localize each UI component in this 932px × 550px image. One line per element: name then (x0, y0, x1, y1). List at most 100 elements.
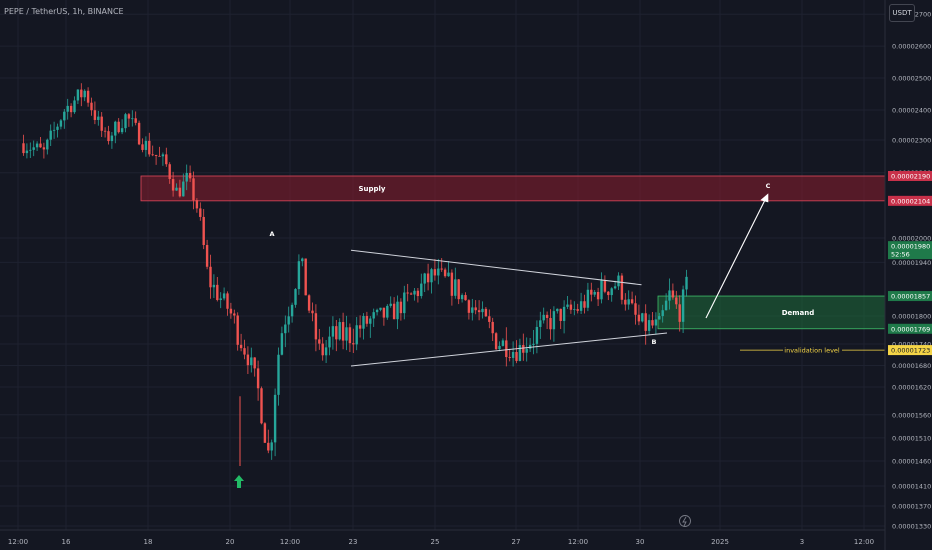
candle-body (386, 305, 389, 318)
candle-body (511, 352, 515, 358)
candle-body (324, 347, 328, 356)
candle-body (627, 299, 630, 305)
time-tick-label: 12:00 (8, 538, 28, 546)
candle-body (443, 269, 447, 277)
supply-zone (140, 175, 886, 202)
time-tick-label: 20 (226, 538, 235, 546)
candle-body (413, 290, 416, 295)
candle-body (484, 308, 488, 317)
price-tick-label: 0.00001510 (892, 434, 931, 442)
candle-body (505, 340, 508, 358)
price-tick-label: 0.00002000 (892, 235, 931, 243)
candle-body (535, 326, 539, 344)
price-tick-label: 0.00001370 (892, 503, 931, 511)
candle-body (624, 299, 627, 305)
candle-body (460, 295, 464, 300)
candle-body (525, 348, 528, 353)
candle-body (171, 178, 175, 191)
candle-body (464, 295, 467, 301)
candle-body (195, 200, 199, 209)
projection-arrow-head (760, 193, 769, 203)
candle-body (290, 304, 294, 317)
candle-body (32, 147, 35, 150)
price-tick-label: 0.00001460 (892, 458, 931, 466)
candle-body (29, 149, 32, 151)
triangle-lower-line (350, 332, 668, 367)
time-tick-label: 12:00 (854, 538, 874, 546)
price-label-supply-top (888, 171, 932, 181)
price-label-invalidation-text: 0.00001723 (891, 347, 930, 355)
candle-body (607, 291, 610, 296)
candle-body (134, 118, 137, 123)
price-label-demand-bottom (888, 323, 932, 334)
price-tick-label: 0.00002400 (892, 107, 931, 115)
candle-body (66, 105, 69, 112)
candle-body (403, 292, 406, 314)
candle-body (664, 300, 668, 311)
candle-body (256, 368, 260, 389)
time-tick-label: 27 (512, 538, 521, 546)
candle-body (440, 268, 443, 270)
candle-body (596, 291, 600, 300)
candle-body (239, 344, 243, 349)
candle-body (671, 290, 675, 298)
candle-body (396, 301, 399, 320)
candle-body (522, 345, 525, 353)
candle-body (600, 280, 603, 300)
time-tick-label: 12:00 (280, 538, 300, 546)
candle-body (100, 116, 103, 131)
candle-body (110, 135, 114, 142)
candle-body (154, 154, 158, 156)
candle-body (86, 90, 90, 103)
price-tick-label: 0.00002600 (892, 43, 931, 51)
candle-body (379, 307, 382, 310)
candle-body (603, 280, 607, 292)
candle-body (545, 314, 549, 318)
price-tick-label: 0.00002500 (892, 75, 931, 83)
candle-body (49, 130, 52, 140)
candle-body (297, 261, 301, 290)
candle-body (345, 327, 348, 341)
candle-body (199, 208, 202, 217)
candle-body (576, 309, 579, 311)
candle-body (318, 339, 321, 344)
candle-body (474, 307, 477, 311)
candle-body (355, 325, 358, 345)
candle-body (114, 121, 117, 136)
candle-body (409, 293, 413, 295)
projection-arrow-line (705, 197, 767, 319)
candle-body (205, 245, 209, 267)
candle-body (515, 352, 518, 361)
price-tick-label: 0.00001740 (892, 341, 931, 349)
candle-body (63, 111, 66, 121)
candle-body (685, 276, 688, 290)
candle-body (457, 279, 460, 300)
candle-body (566, 304, 569, 307)
lightning-icon (679, 515, 691, 527)
candle-body (270, 442, 273, 451)
candle-body (498, 345, 501, 350)
candle-body (233, 313, 236, 316)
candle-body (501, 340, 505, 346)
green-arrow-icon (234, 475, 244, 488)
currency-unit-button[interactable]: USDT (889, 4, 915, 22)
candle-body (613, 286, 617, 289)
candle-body (25, 150, 29, 154)
candle-body (392, 303, 396, 320)
candle-body (219, 298, 222, 301)
candle-body (620, 275, 624, 300)
candle-body (161, 154, 165, 157)
candle-body (216, 284, 219, 301)
candle-body (450, 272, 454, 296)
candle-body (59, 120, 63, 127)
chart-title: PEPE / TetherUS, 1h, BINANCE (4, 7, 124, 16)
candle-body (348, 327, 352, 344)
candle-body (165, 154, 168, 165)
time-tick-label: 16 (62, 538, 71, 546)
price-axis-bg (885, 0, 932, 550)
candle-body (467, 300, 471, 313)
candle-body (90, 102, 93, 111)
candle-body (617, 275, 620, 287)
candle-body (352, 343, 355, 345)
